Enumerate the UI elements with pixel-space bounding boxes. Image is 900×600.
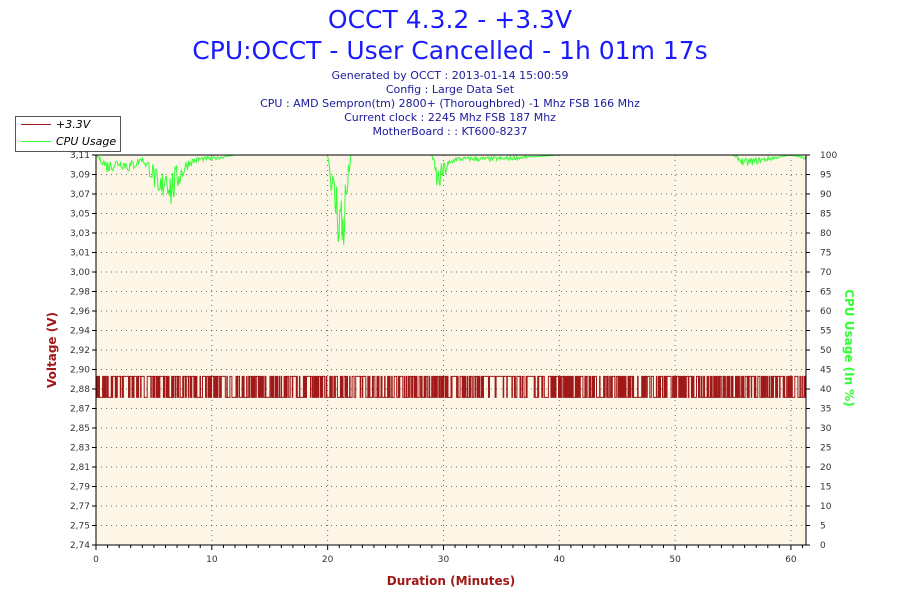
plot-frame bbox=[95, 154, 807, 546]
chart-title: OCCT 4.3.2 - +3.3V bbox=[327, 5, 573, 34]
chart-subtitle: CPU:OCCT - User Cancelled - 1h 01m 17s bbox=[192, 36, 708, 65]
axes-layer: 2,74 02,75 52,77 102,79 152,81 202,83 252,85 30… bbox=[70, 151, 837, 565]
y-tick-label-right: 50 bbox=[820, 346, 832, 356]
y-tick-label-right: 70 bbox=[820, 268, 832, 278]
y-tick-label-left: 2,90 bbox=[70, 366, 90, 376]
y-tick-label-right: 65 bbox=[820, 288, 831, 298]
info-motherboard: MotherBoard : : KT600-8237 bbox=[372, 125, 528, 138]
x-tick-label: 0 bbox=[93, 555, 99, 565]
y-tick-label-right: 40 bbox=[820, 385, 832, 395]
x-tick-label: 30 bbox=[438, 555, 450, 565]
legend-label-voltage: +3.3V bbox=[56, 118, 91, 131]
y-tick-label-right: 85 bbox=[820, 210, 831, 220]
info-config: Config : Large Data Set bbox=[385, 83, 515, 96]
y-tick-label-right: 80 bbox=[820, 229, 832, 239]
y-tick-label-right: 55 bbox=[820, 327, 831, 337]
legend-swatch-cpu bbox=[21, 141, 51, 142]
y-tick-label-left: 2,92 bbox=[70, 346, 90, 356]
legend-item-cpu: CPU Usage bbox=[16, 134, 120, 150]
y-tick-label-left: 2,87 bbox=[70, 405, 90, 415]
legend-item-voltage: +3.3V bbox=[16, 117, 120, 133]
y-tick-label-right: 35 bbox=[820, 405, 831, 415]
y-tick-label-left: 3,05 bbox=[70, 210, 90, 220]
y-axis-right-title: CPU Usage (In %) bbox=[842, 289, 856, 407]
series-line-voltage bbox=[96, 375, 806, 398]
info-clock: Current clock : 2245 Mhz FSB 187 Mhz bbox=[344, 111, 556, 124]
y-tick-label-left: 2,79 bbox=[70, 483, 90, 493]
y-tick-label-right: 45 bbox=[820, 366, 831, 376]
x-tick-label: 20 bbox=[322, 555, 334, 565]
y-tick-label-left: 2,94 bbox=[70, 327, 90, 337]
y-tick-label-left: 3,07 bbox=[70, 190, 90, 200]
y-tick-label-right: 90 bbox=[820, 190, 832, 200]
x-tick-label: 40 bbox=[554, 555, 566, 565]
chart-legend: +3.3V CPU Usage bbox=[15, 116, 121, 152]
y-tick-label-right: 60 bbox=[820, 307, 832, 317]
y-tick-label-left: 3,00 bbox=[70, 268, 90, 278]
y-tick-label-right: 10 bbox=[820, 502, 832, 512]
legend-swatch-voltage bbox=[21, 124, 51, 125]
y-tick-label-left: 3,09 bbox=[70, 171, 90, 181]
y-tick-label-left: 2,98 bbox=[70, 288, 90, 298]
y-tick-label-left: 2,83 bbox=[70, 444, 90, 454]
y-tick-label-left: 3,01 bbox=[70, 249, 90, 259]
y-tick-label-right: 0 bbox=[820, 541, 826, 551]
y-tick-label-left: 2,88 bbox=[70, 385, 90, 395]
y-tick-label-left: 2,77 bbox=[70, 502, 90, 512]
info-generated: Generated by OCCT : 2013-01-14 15:00:59 bbox=[331, 69, 569, 82]
y-tick-label-left: 2,75 bbox=[70, 522, 90, 532]
x-tick-label: 10 bbox=[206, 555, 218, 565]
y-tick-label-left: 3,11 bbox=[70, 151, 90, 161]
legend-label-cpu: CPU Usage bbox=[56, 135, 117, 148]
y-tick-label-right: 20 bbox=[820, 463, 832, 473]
info-cpu: CPU : AMD Sempron(tm) 2800+ (Thoroughbre… bbox=[260, 97, 640, 110]
y-tick-label-left: 2,85 bbox=[70, 424, 90, 434]
y-tick-label-left: 3,03 bbox=[70, 229, 90, 239]
x-tick-label: 50 bbox=[669, 555, 681, 565]
x-tick-label: 60 bbox=[785, 555, 797, 565]
y-tick-label-right: 100 bbox=[820, 151, 837, 161]
x-axis-title: Duration (Minutes) bbox=[387, 574, 515, 588]
y-tick-label-right: 15 bbox=[820, 483, 831, 493]
y-tick-label-left: 2,74 bbox=[70, 541, 90, 551]
y-tick-label-right: 95 bbox=[820, 171, 831, 181]
y-tick-label-right: 25 bbox=[820, 444, 831, 454]
y-tick-label-right: 5 bbox=[820, 522, 826, 532]
y-tick-label-left: 2,96 bbox=[70, 307, 90, 317]
y-tick-label-right: 75 bbox=[820, 249, 831, 259]
y-axis-left-title: Voltage (V) bbox=[45, 312, 59, 388]
y-tick-label-right: 30 bbox=[820, 424, 832, 434]
grid-lines bbox=[96, 155, 806, 545]
y-tick-label-left: 2,81 bbox=[70, 463, 90, 473]
